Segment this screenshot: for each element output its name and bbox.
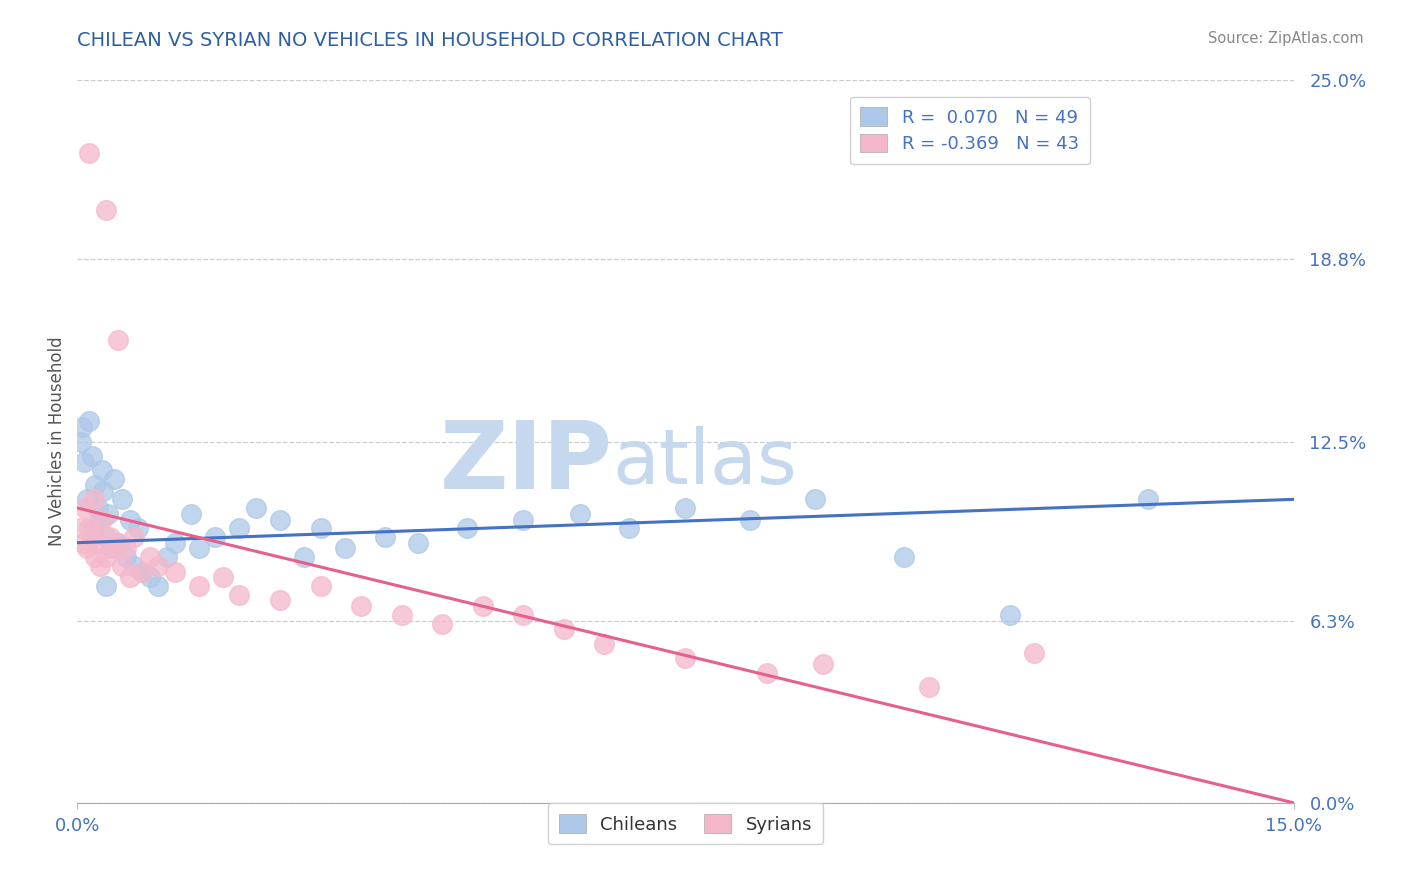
Point [391,607,413,622]
Point [228,588,250,602]
Point [918,680,941,694]
Point [107,535,129,549]
Point [893,550,915,565]
Legend: Chileans, Syrians: Chileans, Syrians [548,804,823,845]
Point [98,541,121,556]
Point [97,507,120,521]
Point [86,535,108,549]
Point [245,501,267,516]
Point [569,507,592,521]
Point [148,558,170,573]
Point [103,541,125,556]
Point [94,530,117,544]
Point [292,550,315,565]
Point [91,483,114,498]
Point [79,145,101,160]
Point [553,623,575,637]
Point [76,541,98,556]
Point [309,579,332,593]
Point [73,455,96,469]
Point [89,512,111,526]
Point [79,521,101,535]
Point [593,637,616,651]
Point [675,501,697,516]
Point [83,492,105,507]
Point [139,570,162,584]
Point [269,593,291,607]
Point [188,579,211,593]
Text: Source: ZipAtlas.com: Source: ZipAtlas.com [1208,31,1364,46]
Point [94,203,117,218]
Point [512,607,534,622]
Point [131,565,153,579]
Point [180,507,202,521]
Point [269,512,291,526]
Point [1022,646,1045,660]
Point [80,530,103,544]
Point [83,521,105,535]
Point [89,558,111,573]
Point [98,530,121,544]
Point [103,472,125,486]
Point [228,521,250,535]
Point [111,558,134,573]
Point [122,530,145,544]
Point [80,449,103,463]
Point [115,550,138,565]
Point [804,492,827,507]
Point [813,657,835,671]
Point [75,501,97,516]
Point [675,651,697,665]
Point [430,616,453,631]
Point [70,420,93,434]
Point [406,535,429,549]
Point [118,512,141,526]
Point [155,550,177,565]
Point [188,541,211,556]
Point [148,579,170,593]
Point [90,512,112,526]
Y-axis label: No Vehicles in Household: No Vehicles in Household [48,336,66,547]
Text: CHILEAN VS SYRIAN NO VEHICLES IN HOUSEHOLD CORRELATION CHART: CHILEAN VS SYRIAN NO VEHICLES IN HOUSEHO… [77,31,783,50]
Text: atlas: atlas [613,426,797,500]
Point [79,414,101,428]
Point [350,599,373,614]
Point [471,599,494,614]
Point [333,541,356,556]
Point [107,334,129,348]
Point [127,521,149,535]
Point [70,521,93,535]
Point [76,492,98,507]
Point [998,607,1021,622]
Point [740,512,762,526]
Point [139,550,162,565]
Point [163,565,186,579]
Point [212,570,235,584]
Point [512,512,534,526]
Point [84,550,107,565]
Point [84,478,107,492]
Point [1136,492,1159,507]
Point [94,579,117,593]
Text: ZIP: ZIP [440,417,613,509]
Point [122,558,145,573]
Point [118,570,141,584]
Point [70,434,93,449]
Point [755,665,778,680]
Point [131,565,153,579]
Point [86,501,108,516]
Point [374,530,396,544]
Point [90,463,112,477]
Point [456,521,478,535]
Point [111,492,134,507]
Point [73,535,96,549]
Point [204,530,226,544]
Point [94,550,117,565]
Point [163,535,186,549]
Point [115,541,138,556]
Point [309,521,332,535]
Point [617,521,640,535]
Point [107,535,129,549]
